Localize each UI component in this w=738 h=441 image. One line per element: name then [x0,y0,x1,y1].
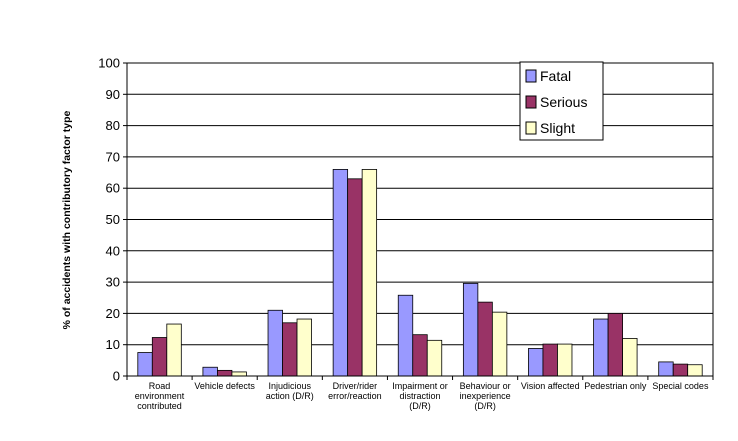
category-label: Road [149,381,171,391]
plot-area-border [126,62,714,377]
bar-slight [557,343,573,377]
legend-swatch-serious [525,95,537,109]
axes [126,62,714,380]
bar-fatal [137,352,153,377]
bar-slight [426,339,443,377]
bar-slight [491,311,508,377]
category-label: environment [135,391,185,401]
bar-fatal [528,348,544,377]
category-label: action (D/R) [266,391,314,401]
bar-serious [347,178,363,377]
legend-swatch-fatal [525,69,537,83]
y-tick-label: 90 [106,87,120,102]
y-tick-label: 80 [106,118,120,133]
category-label: distraction [399,391,440,401]
category-label: Vehicle defects [194,381,255,391]
y-tick-label: 50 [106,212,120,227]
bar-fatal [658,361,674,377]
y-tick-label: 10 [106,337,120,352]
category-label: Driver/rider [333,381,378,391]
bar-fatal [593,318,609,377]
legend-label-serious: Serious [540,94,587,110]
bar-slight [622,338,638,377]
bar-slight [361,169,378,377]
bar-fatal [202,366,218,377]
y-tick-label: 0 [113,369,120,384]
bar-fatal [267,309,283,377]
bar-serious [607,312,623,377]
category-label: Injudicious [269,381,312,391]
legend-label-slight: Slight [540,120,575,136]
category-label: (D/R) [474,401,496,411]
bar-serious [412,334,428,377]
category-label: Vision affected [521,381,580,391]
bar-fatal [397,294,414,377]
y-tick-label: 70 [106,149,120,164]
category-label: Pedestrian only [584,381,647,391]
bar-slight [296,318,312,377]
y-tick-label: 100 [98,56,120,71]
y-tick-label: 20 [106,306,120,321]
bar-fatal [332,169,349,377]
bar-serious [477,301,493,377]
bar-slight [166,323,182,377]
category-label: Behaviour or [460,381,511,391]
bar-serious [672,363,689,377]
bars [137,169,703,377]
y-tick-label: 60 [106,181,120,196]
category-label: Special codes [652,381,709,391]
legend-swatch-slight [525,121,537,135]
legend: Fatal Serious Slight [519,61,604,141]
y-axis-title: % of accidents with contributory factor … [61,110,73,329]
category-label: contributed [137,401,182,411]
legend-label-fatal: Fatal [540,68,571,84]
category-label: inexperience [460,391,511,401]
bar-slight [231,371,247,377]
category-label: Impairment or [392,381,448,391]
y-axis-ticks: 0 10 20 30 40 50 60 70 80 90 100 [98,56,127,384]
category-label: (D/R) [409,401,431,411]
gridlines [127,62,713,377]
bar-serious [217,369,233,377]
bar-serious [282,322,298,377]
bar-slight [687,364,703,377]
category-label: error/reaction [328,391,382,401]
y-tick-label: 30 [106,275,120,290]
bar-serious [542,343,558,377]
bar-fatal [462,282,479,377]
bar-serious [151,337,168,377]
y-tick-label: 40 [106,243,120,258]
